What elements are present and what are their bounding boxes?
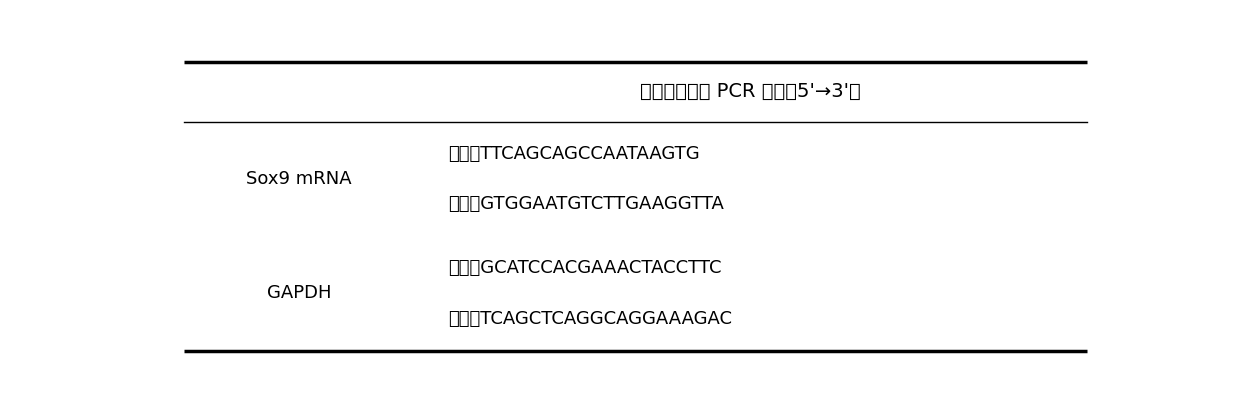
- Text: GAPDH: GAPDH: [267, 284, 331, 302]
- Text: 上游：GCATCCACGAAACTACCTTC: 上游：GCATCCACGAAACTACCTTC: [448, 259, 722, 277]
- Text: 上游：TTCAGCAGCCAATAAGTG: 上游：TTCAGCAGCCAATAAGTG: [448, 145, 699, 163]
- Text: 实时荧光定量 PCR 引物（5'→3'）: 实时荧光定量 PCR 引物（5'→3'）: [640, 82, 862, 101]
- Text: 下游：GTGGAATGTCTTGAAGGTTA: 下游：GTGGAATGTCTTGAAGGTTA: [448, 195, 724, 213]
- Text: Sox9 mRNA: Sox9 mRNA: [247, 170, 352, 188]
- Text: 下游：TCAGCTCAGGCAGGAAAGAC: 下游：TCAGCTCAGGCAGGAAAGAC: [448, 310, 732, 328]
